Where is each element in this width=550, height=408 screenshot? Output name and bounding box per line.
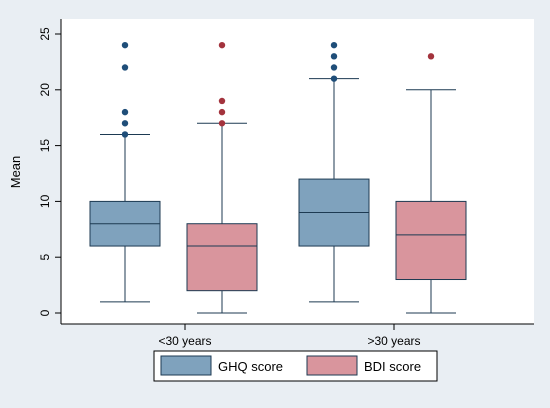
legend-swatch — [306, 355, 358, 376]
legend-label: GHQ score — [218, 359, 283, 374]
outlier-point — [218, 41, 226, 49]
box-0-0 — [89, 41, 161, 303]
legend-swatch — [160, 355, 212, 376]
outlier-point — [330, 53, 338, 60]
outlier-point — [121, 131, 129, 138]
box-series-group — [89, 41, 467, 314]
outlier-point — [218, 120, 226, 127]
box-iqr — [395, 200, 467, 281]
legend-label: BDI score — [364, 359, 421, 374]
outlier-point — [330, 64, 338, 71]
outlier-point — [330, 75, 338, 82]
y-tick-label: 5 — [38, 254, 52, 261]
outlier-point — [121, 64, 129, 71]
outlier-point — [121, 108, 129, 116]
y-tick-label: 10 — [38, 194, 52, 208]
outlier-point — [427, 53, 435, 60]
y-tick-label: 25 — [38, 27, 52, 41]
x-axis-ticks: <30 years >30 years — [158, 324, 421, 348]
outlier-point — [218, 97, 226, 105]
outlier-point — [330, 41, 338, 49]
y-axis-ticks: 0 5 10 15 20 25 — [38, 27, 61, 316]
box-0-1 — [298, 41, 370, 303]
legend: GHQ score BDI score — [153, 350, 438, 382]
y-axis-label: Mean — [8, 156, 23, 189]
y-tick-label: 0 — [38, 309, 52, 316]
box-1-1 — [395, 53, 467, 314]
x-tick-label: >30 years — [367, 334, 420, 348]
x-tick-label: <30 years — [158, 334, 211, 348]
y-tick-label: 20 — [38, 83, 52, 97]
outlier-point — [121, 41, 129, 49]
y-tick-label: 15 — [38, 139, 52, 153]
box-1-0 — [186, 41, 258, 314]
outlier-point — [121, 120, 129, 127]
box-iqr — [186, 223, 258, 292]
outlier-point — [218, 108, 226, 116]
